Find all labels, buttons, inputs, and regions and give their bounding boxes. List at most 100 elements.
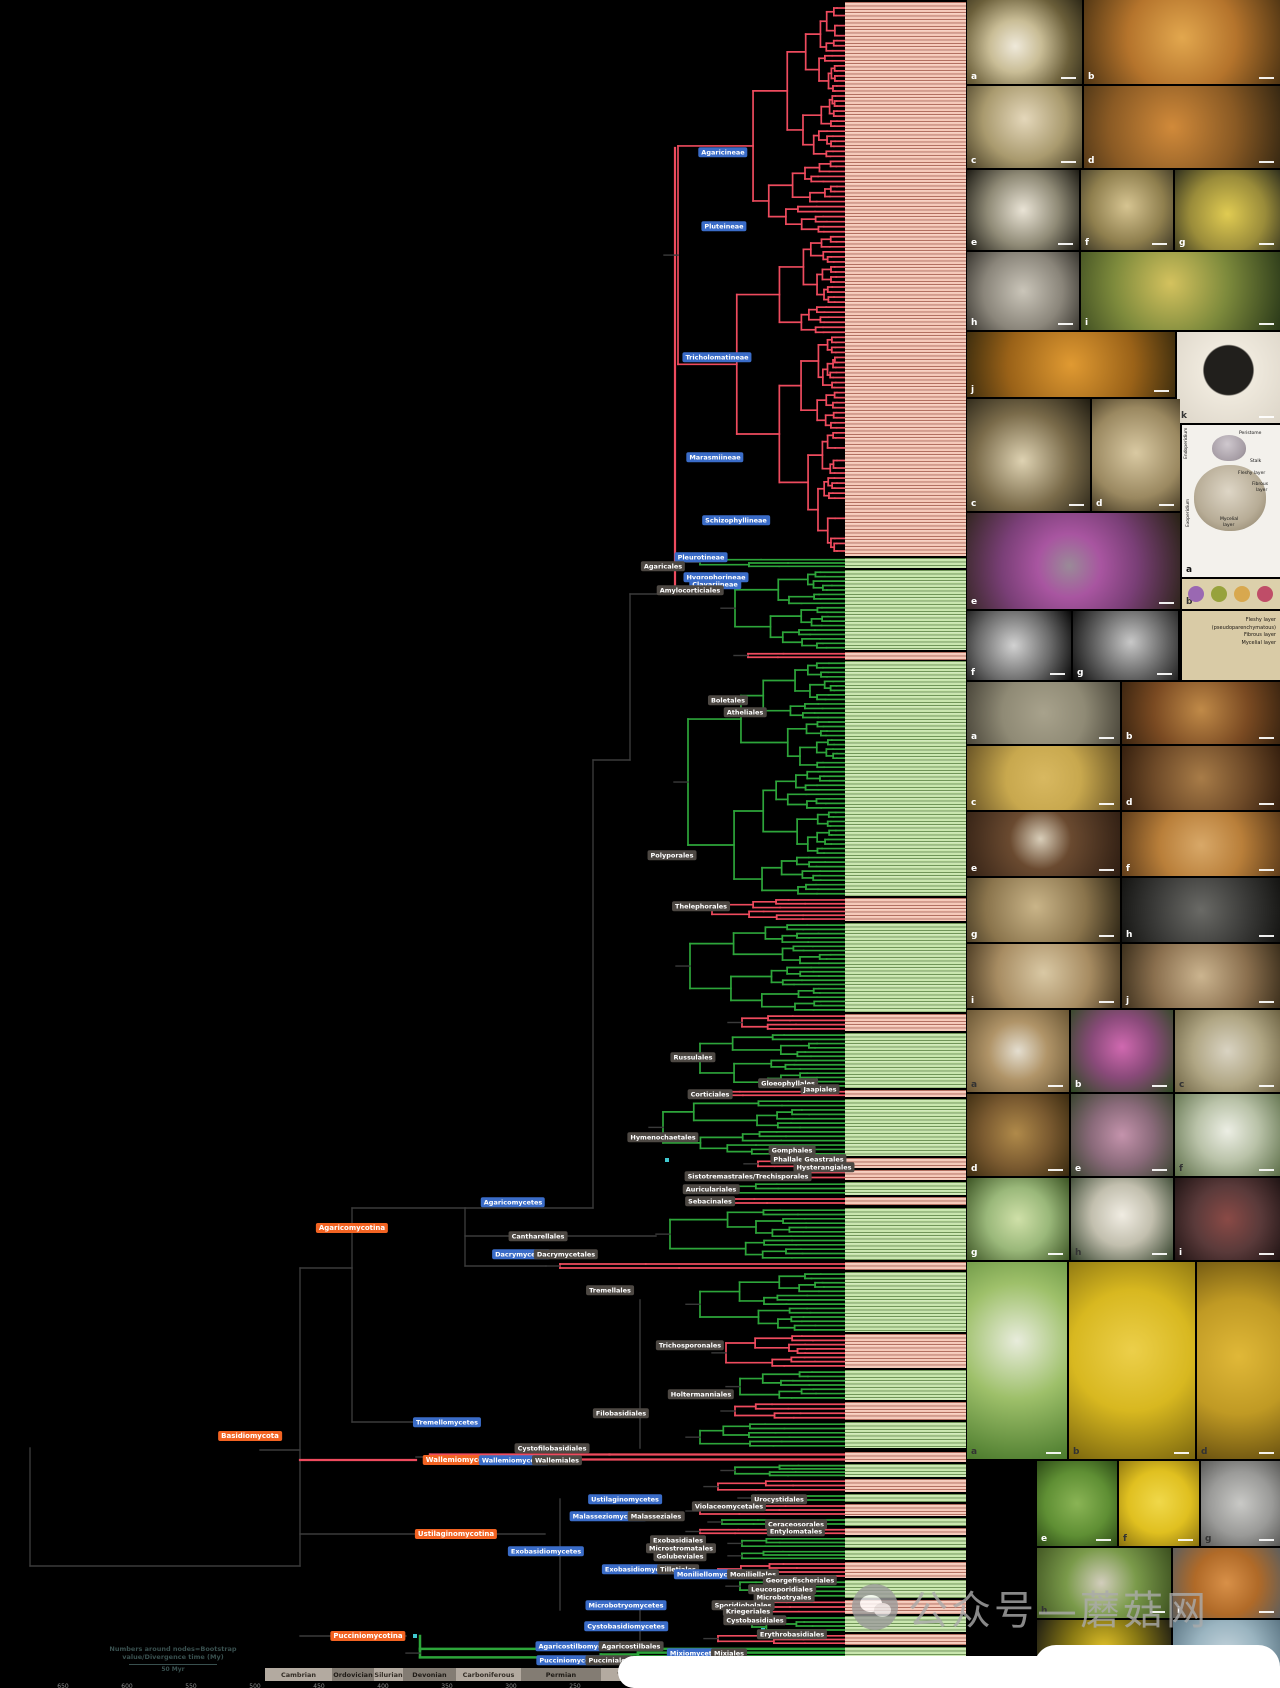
taxon-label-strip	[845, 1182, 966, 1195]
scale-bar	[1058, 243, 1073, 245]
clade-label: Agaricomycotina	[315, 1223, 389, 1233]
spore-swatch	[1188, 586, 1204, 602]
scale-bar	[1259, 935, 1274, 937]
clade-label: Hymenochaetales	[627, 1132, 699, 1142]
photo-tile: k	[1177, 332, 1280, 423]
clade-label: Tilletiales	[657, 1564, 699, 1574]
clade-label: Tricholomatineae	[682, 352, 752, 362]
photo-tile: i	[1081, 252, 1280, 330]
clade-label: Tremellales	[586, 1285, 634, 1295]
axis-tick-label: 250	[569, 1683, 581, 1688]
clade-label: Exobasidiomycetes	[601, 1564, 679, 1574]
page-background-blob	[618, 1656, 1054, 1688]
scale-bar	[1099, 1001, 1114, 1003]
clade-label: Agaricineae	[698, 147, 748, 157]
photo-letter: i	[1177, 1606, 1181, 1616]
scale-bar	[1259, 1001, 1274, 1003]
scale-bar	[1046, 1452, 1061, 1454]
photo-letter: f	[1126, 864, 1130, 874]
clade-label: Wallemiales	[531, 1455, 583, 1465]
photo-tile: c	[967, 399, 1090, 511]
scale-bar	[1259, 869, 1274, 871]
clade-label: Pleurotineae	[674, 552, 728, 562]
photo-tile: b	[1069, 1262, 1195, 1459]
photo-tile: g	[967, 1178, 1069, 1260]
axis-tick-label: 400	[377, 1683, 389, 1688]
diagram-annotation: layer	[1256, 488, 1268, 493]
taxon-label-strip	[845, 898, 966, 921]
clade-label: Kriegeriales	[722, 1606, 774, 1616]
taxon-label-strip	[845, 1494, 966, 1502]
taxon-label-strip	[845, 1402, 966, 1420]
layer-label: Fibrous layer	[1244, 632, 1276, 638]
photo-letter: b	[1075, 1080, 1082, 1090]
photo-tile: b	[1084, 0, 1280, 84]
scale-bar	[1152, 1253, 1167, 1255]
clade-label: Dacrymycetales	[533, 1249, 599, 1259]
photo-tile: g	[967, 878, 1120, 942]
clade-label: Moniliellales	[726, 1569, 780, 1579]
photo-letter: h	[971, 318, 978, 328]
photo-letter: b	[1088, 72, 1095, 82]
spore-print-swatches: b	[1182, 579, 1280, 609]
photo-tile: a	[967, 682, 1120, 744]
taxon-label-strip	[845, 1562, 966, 1578]
clade-label: Microstromatales	[645, 1543, 717, 1553]
clade-label: Dacrymycetes	[492, 1249, 550, 1259]
clade-label: Boletales	[707, 695, 749, 705]
clade-label: Moniliellomycetes	[673, 1569, 747, 1579]
taxon-label-strip	[845, 1272, 966, 1332]
photo-tile: b	[1071, 1010, 1173, 1092]
caption-text: Numbers around nodes=Bootstrap value/Div…	[109, 1645, 237, 1661]
photo-tile: g	[1201, 1461, 1280, 1546]
photo-tile: j	[1122, 944, 1280, 1008]
photo-tile: a	[967, 1262, 1067, 1459]
taxon-label-strip	[845, 1090, 966, 1097]
photo-letter: d	[1201, 1447, 1208, 1457]
taxon-label-strip	[845, 1033, 966, 1088]
page-background-blob	[1034, 1645, 1280, 1688]
taxon-label-strip	[845, 1518, 966, 1526]
scale-bar	[1061, 77, 1076, 79]
clade-label: Schizophyllineae	[702, 515, 770, 525]
clade-label: Exobasidiales	[649, 1535, 707, 1545]
scale-bar	[1099, 737, 1114, 739]
photo-letter: k	[1181, 411, 1187, 421]
photo-tile: j	[967, 332, 1175, 397]
clade-label: Entylomatales	[766, 1526, 826, 1536]
photo-letter: c	[971, 156, 977, 166]
scale-bar	[1048, 1169, 1063, 1171]
taxon-label-strip	[845, 1528, 966, 1535]
diagram-annotation: layer	[1223, 523, 1235, 528]
photo-letter: f	[971, 668, 975, 678]
scale-bar	[1259, 1253, 1274, 1255]
scale-bar	[1099, 869, 1114, 871]
clade-label: Corticiales	[687, 1089, 733, 1099]
clade-label: Pucciniomycetes	[536, 1655, 604, 1665]
scale-bar	[1178, 1539, 1193, 1541]
photo-tile: g	[1073, 611, 1178, 680]
clade-label: Pucciniomycotina	[330, 1631, 406, 1641]
photo-letter: c	[971, 798, 977, 808]
clade-label: Polyporales	[647, 850, 697, 860]
photo-tile: a	[967, 1010, 1069, 1092]
photo-letter: a	[971, 1080, 978, 1090]
diagram-annotation: Peristome	[1239, 431, 1262, 436]
clade-label: Cantharellales	[508, 1231, 568, 1241]
photo-tile: c	[967, 746, 1120, 810]
diagram-annotation: a	[1186, 565, 1193, 575]
photo-letter: g	[971, 1248, 978, 1258]
clade-label: Sistotremastrales/Trechisporales	[684, 1171, 812, 1181]
clade-label: Ustilaginomycetes	[588, 1494, 662, 1504]
clade-label: Trichosporonales	[655, 1340, 725, 1350]
taxon-label-strip	[845, 1422, 966, 1448]
clade-label: Malasseziales	[627, 1511, 685, 1521]
photo-letter: e	[971, 597, 978, 607]
photo-letter: b	[1126, 732, 1133, 742]
photo-letter: i	[1179, 1248, 1183, 1258]
clade-label: Atheliales	[723, 707, 767, 717]
clade-label: Cystofilobasidiales	[514, 1443, 590, 1453]
geological-period: Silurian	[374, 1668, 403, 1681]
